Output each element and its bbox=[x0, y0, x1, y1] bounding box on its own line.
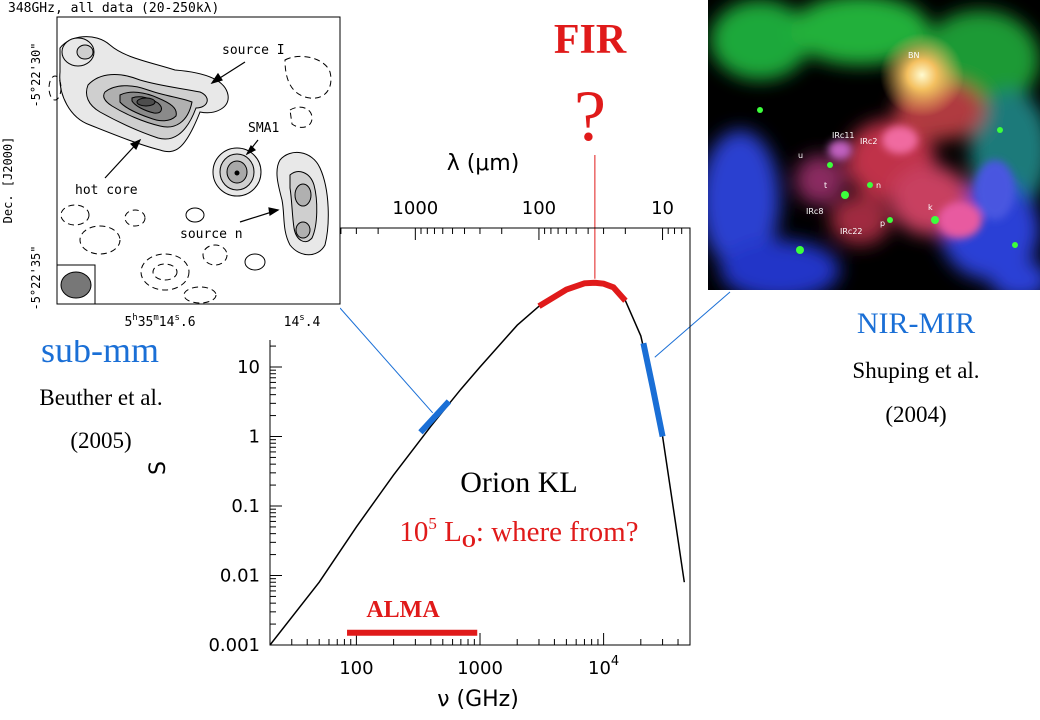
chart-title: Orion KL bbox=[460, 466, 577, 499]
annotation-exponent: 5 bbox=[428, 514, 437, 533]
nirmir-reference-line2: (2004) bbox=[885, 402, 946, 427]
nirmir-connector-line bbox=[654, 291, 731, 358]
band-nir-mir bbox=[640, 342, 666, 438]
sma1-label: SMA1 bbox=[248, 121, 279, 136]
submm-reference-line2: (2005) bbox=[70, 428, 131, 453]
nir-label-n: n bbox=[876, 181, 881, 190]
annotation-base: 10 bbox=[399, 516, 428, 548]
nir-label-u: u bbox=[798, 151, 803, 160]
map-title: 348GHz, all data (20-250kλ) bbox=[8, 1, 219, 16]
nir-mir-image: BN IRc11 IRc2 u t n IRc8 IRc22 p k bbox=[708, 0, 1040, 290]
nirmir-label: NIR-MIR bbox=[857, 307, 975, 340]
source-n-label: source n bbox=[180, 227, 243, 242]
source-n-contours bbox=[276, 152, 329, 256]
y-tick-label: 0.001 bbox=[208, 635, 260, 656]
nir-label-irc2: IRc2 bbox=[860, 137, 877, 146]
chart-marks bbox=[269, 279, 686, 646]
alma-label: ALMA bbox=[366, 597, 440, 623]
band-fir bbox=[537, 279, 628, 309]
annotation-rest: : where from? bbox=[476, 516, 639, 548]
nir-label-bn: BN bbox=[908, 51, 919, 60]
nir-label-irc8: IRc8 bbox=[806, 207, 823, 216]
nirmir-reference-line1: Shuping et al. bbox=[852, 358, 979, 383]
top-tick-label: 1000 bbox=[392, 198, 438, 219]
ra-tick-1: 5h35m14s.6 bbox=[124, 313, 195, 330]
source-i-label: source I bbox=[222, 43, 285, 58]
nir-label-irc11: IRc11 bbox=[832, 131, 855, 140]
hot-core-label: hot core bbox=[75, 183, 138, 198]
x-tick-label: 1000 bbox=[457, 658, 503, 679]
x-tick-label: 104 bbox=[588, 654, 619, 679]
y-tick-label: 10 bbox=[237, 357, 260, 378]
annotation-subscript: O bbox=[462, 531, 476, 551]
band-sub-mm bbox=[418, 399, 452, 435]
top-tick-label: 100 bbox=[522, 198, 556, 219]
submm-connector-line bbox=[339, 307, 434, 414]
negative-contours bbox=[48, 56, 332, 304]
fir-label: FIR bbox=[554, 17, 627, 63]
submm-reference-line1: Beuther et al. bbox=[39, 385, 162, 410]
nir-label-t: t bbox=[824, 181, 827, 190]
annotation-unit: L bbox=[437, 516, 462, 548]
y-tick-label: 0.01 bbox=[220, 566, 260, 587]
positive-contour-small bbox=[185, 207, 205, 223]
top-axis-label: λ (μm) bbox=[447, 151, 520, 176]
y-tick-label: 0.1 bbox=[231, 496, 260, 517]
dec-tick-2: -5°22'35" bbox=[29, 245, 43, 310]
submm-contour-map: 348GHz, all data (20-250kλ) bbox=[0, 0, 341, 340]
fir-question-mark: ? bbox=[574, 76, 606, 156]
nir-label-k: k bbox=[928, 203, 933, 212]
hot-core-contours bbox=[59, 36, 229, 153]
ra-tick-2: 14s.4 bbox=[284, 313, 321, 330]
y-tick-label: 1 bbox=[249, 427, 260, 448]
map-frame bbox=[56, 16, 341, 305]
beam-ellipse bbox=[60, 271, 92, 299]
nir-label-irc22: IRc22 bbox=[840, 227, 863, 236]
top-tick-label: 10 bbox=[651, 198, 674, 219]
sma1-contours bbox=[212, 147, 262, 197]
nir-label-p: p bbox=[880, 219, 885, 228]
dec-axis-label: Dec. [J2000] bbox=[1, 137, 15, 224]
y-axis-label: S bbox=[146, 461, 171, 475]
dec-tick-1: -5°22'30" bbox=[29, 42, 43, 107]
positive-contour-small-2 bbox=[244, 253, 266, 271]
luminosity-annotation: 105 LO: where from? bbox=[399, 514, 638, 551]
x-axis-label: ν (GHz) bbox=[437, 687, 519, 712]
map-arrows bbox=[104, 61, 280, 223]
x-tick-label: 100 bbox=[339, 658, 373, 679]
